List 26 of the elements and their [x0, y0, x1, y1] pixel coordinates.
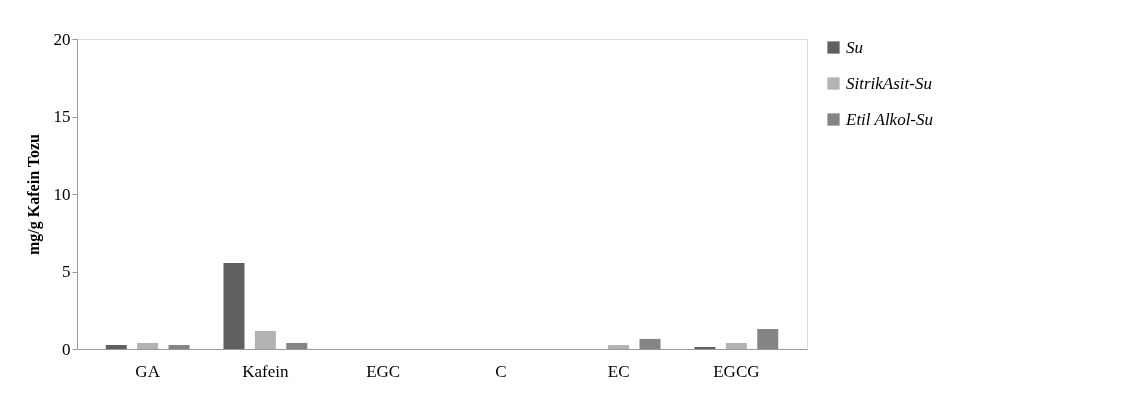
x-tick-label: C [495, 361, 507, 381]
x-tick-label: EC [607, 361, 630, 381]
y-tick-label: 10 [53, 184, 71, 204]
x-tick-label: EGC [366, 361, 401, 381]
bar [725, 342, 747, 349]
bar [105, 344, 127, 349]
legend-label: SitrikAsit-Su [846, 73, 932, 93]
bar [608, 344, 630, 349]
bar [168, 344, 190, 349]
bar [137, 342, 159, 349]
y-axis-title: mg/g Kafein Tozu [24, 133, 43, 255]
bar [757, 329, 779, 349]
y-tick-label: 20 [53, 29, 71, 49]
bar [639, 338, 661, 349]
bar [286, 342, 308, 349]
bar [254, 331, 276, 349]
legend-label: Su [846, 37, 863, 57]
y-tick-label: 0 [62, 339, 71, 359]
x-tick-label: EGCG [713, 361, 760, 381]
y-tick-label: 5 [62, 262, 71, 281]
y-tick-label: 15 [53, 107, 71, 126]
x-tick-label: GA [135, 361, 161, 381]
bar [694, 346, 716, 349]
legend-label: Etil Alkol-Su [845, 109, 934, 129]
x-tick-label: Kafein [242, 361, 290, 381]
bar [223, 262, 245, 349]
